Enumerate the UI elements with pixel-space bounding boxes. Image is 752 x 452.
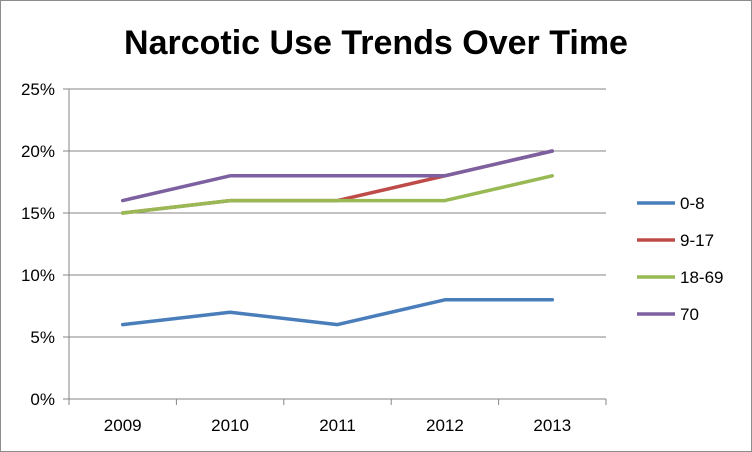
axes: [63, 88, 607, 405]
series-lines: [120, 149, 555, 327]
x-tick-label: 2011: [319, 416, 356, 435]
y-tick-label: 15%: [21, 204, 55, 223]
legend-label: 9-17: [680, 231, 714, 250]
x-tick-label: 2009: [104, 416, 142, 435]
y-tick-label: 10%: [21, 266, 55, 285]
gridlines: [69, 88, 606, 338]
y-tick-label: 0%: [30, 390, 55, 409]
y-tick-label: 5%: [30, 328, 55, 347]
chart-title: Narcotic Use Trends Over Time: [124, 24, 628, 62]
y-tick-label: 20%: [21, 142, 55, 161]
legend: 0-8 9-17 18-69 70: [637, 194, 723, 324]
series-line-9-17: [120, 149, 555, 215]
legend-label: 18-69: [680, 268, 723, 287]
series-line-0-8: [120, 298, 555, 327]
y-axis-tick-labels: 0% 5% 10% 15% 20% 25%: [21, 80, 55, 409]
legend-label: 70: [680, 305, 699, 324]
x-axis-tick-labels: 2009 2010 2011 2012 2013: [104, 416, 571, 435]
x-tick-label: 2012: [426, 416, 464, 435]
legend-label: 0-8: [680, 194, 705, 213]
x-tick-label: 2013: [533, 416, 571, 435]
y-tick-label: 25%: [21, 80, 55, 99]
series-line-18-69: [120, 174, 555, 215]
x-tick-label: 2010: [211, 416, 249, 435]
